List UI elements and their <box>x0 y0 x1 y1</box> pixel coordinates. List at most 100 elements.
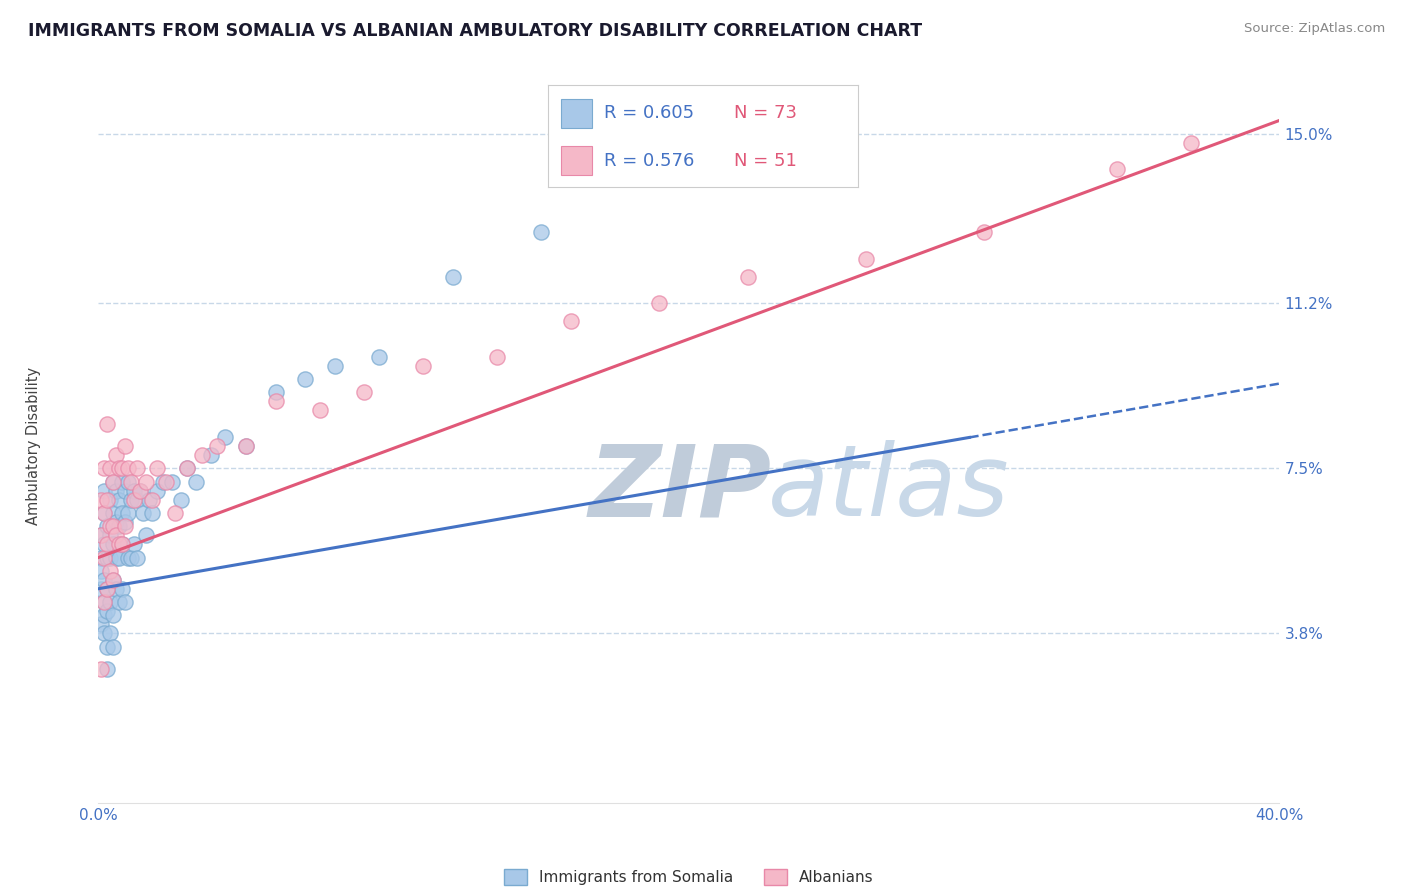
Point <box>105 483 128 498</box>
Point <box>412 359 434 373</box>
Point <box>141 506 163 520</box>
Point <box>96 582 118 596</box>
Point <box>128 483 150 498</box>
Point <box>103 506 125 520</box>
Point <box>117 475 139 489</box>
Point <box>114 595 136 609</box>
Point <box>105 582 128 596</box>
Point <box>117 506 139 520</box>
Legend: Immigrants from Somalia, Albanians: Immigrants from Somalia, Albanians <box>498 863 880 891</box>
Point <box>105 448 128 462</box>
Point <box>214 430 236 444</box>
Point <box>111 537 134 551</box>
Point <box>117 550 139 565</box>
Point <box>96 417 118 431</box>
Point <box>108 537 131 551</box>
Point <box>1180 136 1202 150</box>
Point <box>120 492 142 507</box>
Point <box>114 519 136 533</box>
Point <box>93 506 115 520</box>
Point <box>368 350 391 364</box>
Point <box>117 461 139 475</box>
Point <box>138 492 160 507</box>
Point <box>93 483 115 498</box>
Point <box>132 506 155 520</box>
Point <box>98 564 121 578</box>
Point <box>855 252 877 266</box>
Text: N = 73: N = 73 <box>734 104 797 122</box>
Text: IMMIGRANTS FROM SOMALIA VS ALBANIAN AMBULATORY DISABILITY CORRELATION CHART: IMMIGRANTS FROM SOMALIA VS ALBANIAN AMBU… <box>28 22 922 40</box>
Point <box>96 662 118 676</box>
Point <box>122 492 145 507</box>
Point <box>264 394 287 409</box>
Point <box>103 475 125 489</box>
Point <box>135 528 157 542</box>
Text: N = 51: N = 51 <box>734 152 797 169</box>
Point <box>90 564 112 578</box>
Point <box>264 385 287 400</box>
Point <box>235 439 257 453</box>
Point <box>96 550 118 565</box>
Point <box>323 359 346 373</box>
Point <box>200 448 222 462</box>
Point <box>184 475 207 489</box>
Point <box>108 461 131 475</box>
Point <box>530 225 553 239</box>
Point <box>98 492 121 507</box>
Point <box>90 617 112 632</box>
Point <box>90 662 112 676</box>
Point <box>111 582 134 596</box>
Point <box>98 550 121 565</box>
Point <box>90 550 112 565</box>
Point <box>111 475 134 489</box>
Point <box>120 475 142 489</box>
Point <box>111 461 134 475</box>
Point <box>96 604 118 618</box>
Point <box>105 528 128 542</box>
Point <box>294 372 316 386</box>
Point <box>122 537 145 551</box>
FancyBboxPatch shape <box>561 99 592 128</box>
Point <box>155 475 177 489</box>
Point <box>93 573 115 587</box>
Point <box>105 515 128 529</box>
Point <box>111 506 134 520</box>
Point <box>98 528 121 542</box>
Point <box>1105 162 1128 177</box>
Point <box>105 550 128 565</box>
Point <box>146 483 169 498</box>
Point <box>111 537 134 551</box>
Point <box>108 595 131 609</box>
Point <box>165 506 187 520</box>
Point <box>98 519 121 533</box>
Point <box>103 519 125 533</box>
Point <box>114 483 136 498</box>
Point <box>141 492 163 507</box>
Text: atlas: atlas <box>768 441 1010 537</box>
Point <box>93 626 115 640</box>
Text: R = 0.605: R = 0.605 <box>605 104 695 122</box>
Point <box>96 640 118 654</box>
Point <box>125 492 148 507</box>
Point <box>108 492 131 507</box>
Text: ZIP: ZIP <box>589 441 772 537</box>
Point <box>560 314 582 328</box>
Point <box>103 573 125 587</box>
Point <box>191 448 214 462</box>
Point <box>120 550 142 565</box>
Point <box>152 475 174 489</box>
Point <box>235 439 257 453</box>
Point <box>93 608 115 623</box>
Point <box>122 483 145 498</box>
Point <box>170 492 193 507</box>
Point <box>128 483 150 498</box>
Point <box>146 461 169 475</box>
Text: Ambulatory Disability: Ambulatory Disability <box>25 367 41 525</box>
Point <box>114 515 136 529</box>
Point <box>103 537 125 551</box>
Point <box>114 439 136 453</box>
Point <box>309 403 332 417</box>
Point <box>353 385 375 400</box>
Point <box>93 595 115 609</box>
Point <box>93 537 115 551</box>
